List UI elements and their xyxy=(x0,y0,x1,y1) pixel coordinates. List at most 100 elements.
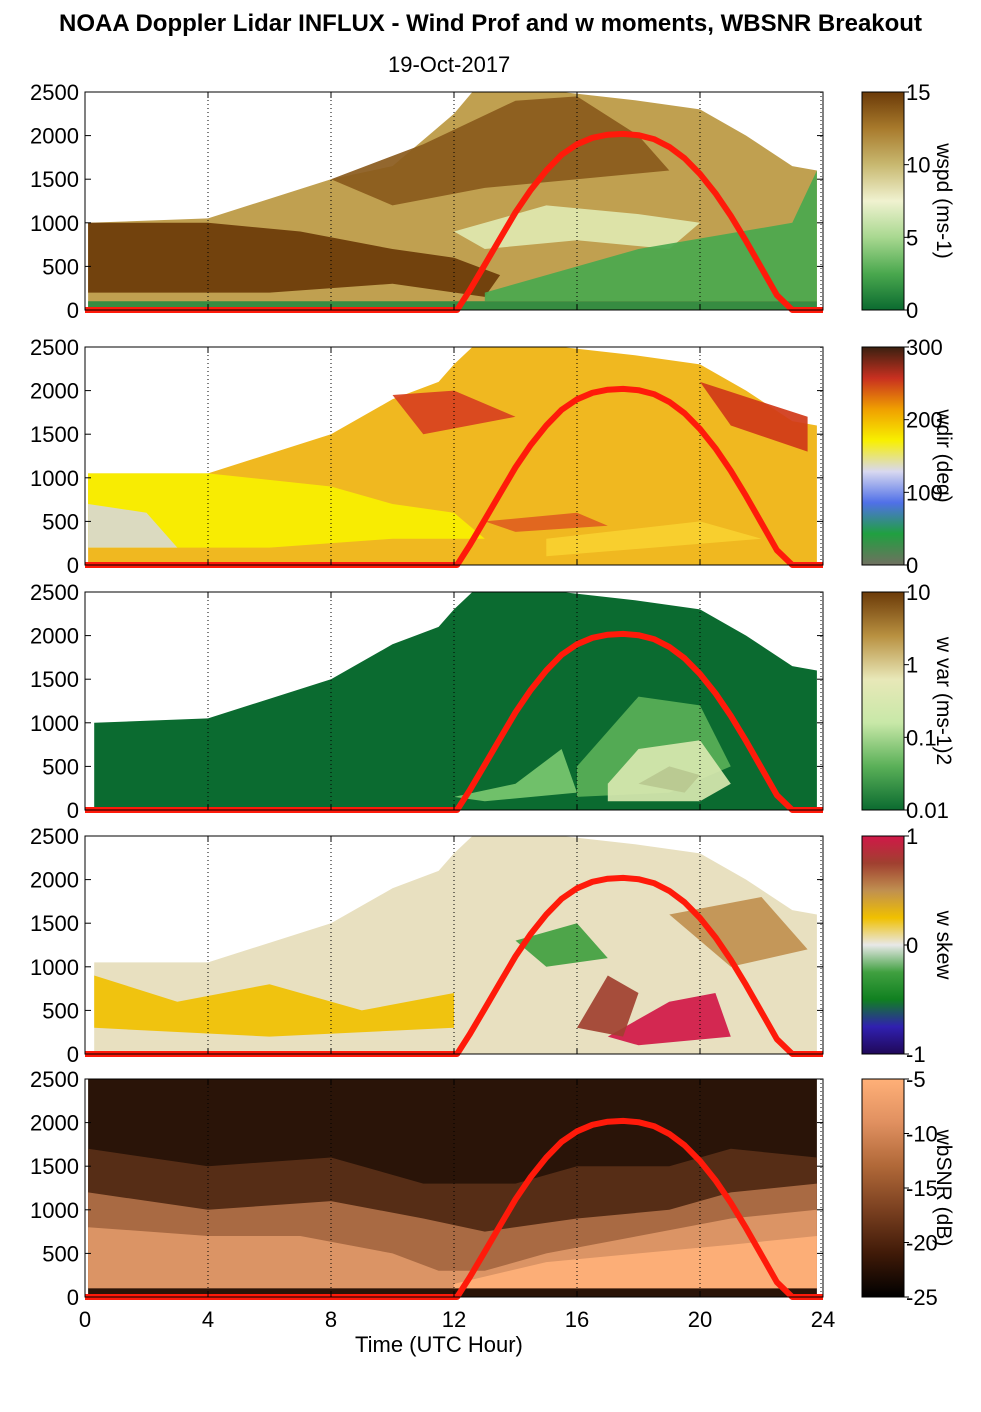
colorbar xyxy=(861,835,905,1055)
overlay-curve xyxy=(85,385,823,568)
heatmap-zone xyxy=(700,381,808,452)
y-tick-label: 2500 xyxy=(30,1067,79,1092)
y-tick-label: 2500 xyxy=(30,580,79,605)
x-tick-label: 20 xyxy=(688,1307,712,1332)
x-tick-label: 0 xyxy=(79,1307,91,1332)
y-tick-label: 0 xyxy=(67,798,79,823)
heatmap-region xyxy=(94,836,817,1054)
y-tick-label: 500 xyxy=(42,254,79,279)
x-tick-label: 12 xyxy=(442,1307,466,1332)
colorbar-tick-label: 10 xyxy=(906,153,930,178)
y-tick-label: 1000 xyxy=(30,1198,79,1223)
colorbar xyxy=(861,591,905,811)
chart-date: 19-Oct-2017 xyxy=(388,52,511,77)
overlay-curve xyxy=(85,874,823,1057)
y-tick-label: 0 xyxy=(67,298,79,323)
overlay-curve xyxy=(85,130,823,313)
colorbar xyxy=(861,91,905,311)
heatmap-zone xyxy=(94,975,454,1037)
y-tick-label: 1500 xyxy=(30,422,79,447)
colorbar-label: wspd (ms-1) xyxy=(932,142,955,259)
x-tick-label: 4 xyxy=(202,1307,214,1332)
colorbar-tick-label: 0.1 xyxy=(906,725,937,750)
y-tick-label: 1000 xyxy=(30,211,79,236)
colorbar-tick-label: -5 xyxy=(906,1067,926,1092)
heatmap-region xyxy=(94,592,817,810)
colorbar-tick-label: -10 xyxy=(906,1122,938,1147)
y-tick-label: 500 xyxy=(42,998,79,1023)
y-tick-label: 2000 xyxy=(30,624,79,649)
heatmap-region xyxy=(88,347,817,565)
y-tick-label: 1000 xyxy=(30,711,79,736)
heatmap-zone xyxy=(484,170,817,302)
heatmap-zone xyxy=(88,222,501,297)
heatmap-zone xyxy=(638,766,700,793)
colorbar-label: w skew xyxy=(932,910,955,981)
colorbar-tick-label: -20 xyxy=(906,1231,938,1256)
chart-title: NOAA Doppler Lidar INFLUX - Wind Prof an… xyxy=(59,10,922,37)
heatmap-region xyxy=(88,92,817,310)
y-tick-label: 0 xyxy=(67,1042,79,1067)
heatmap-zone xyxy=(454,1236,817,1289)
y-tick-label: 2500 xyxy=(30,824,79,849)
y-tick-label: 500 xyxy=(42,754,79,779)
colorbar-tick-label: -1 xyxy=(906,1042,926,1067)
colorbar xyxy=(861,346,905,566)
overlay-curve xyxy=(85,630,823,813)
colorbar-tick-label: 5 xyxy=(906,225,918,250)
y-tick-label: 2500 xyxy=(30,335,79,360)
heatmap-zone xyxy=(88,504,178,548)
y-tick-label: 2000 xyxy=(30,124,79,149)
colorbar-tick-label: 300 xyxy=(906,335,943,360)
x-tick-label: 16 xyxy=(565,1307,589,1332)
y-tick-label: 500 xyxy=(42,1241,79,1266)
colorbar-tick-label: 15 xyxy=(906,80,930,105)
colorbar-tick-label: 0 xyxy=(906,553,918,578)
y-tick-label: 0 xyxy=(67,553,79,578)
colorbar-tick-label: 0 xyxy=(906,933,918,958)
colorbar-label: w var (ms-1)2 xyxy=(932,636,955,765)
panel-w-skew: 0 500 1000 1500 2000 2500 1 0 -1 w skew xyxy=(30,824,955,1067)
y-tick-label: 2000 xyxy=(30,379,79,404)
heatmap-zone xyxy=(331,96,670,206)
y-tick-label: 1500 xyxy=(30,167,79,192)
y-tick-label: 2000 xyxy=(30,868,79,893)
x-axis-label: Time (UTC Hour) xyxy=(355,1332,523,1357)
overlay-curve xyxy=(85,1117,823,1300)
panel-wspd: 0 500 1000 1500 2000 2500 15 10 5 0 wspd (ms-1) xyxy=(30,80,955,323)
colorbar-tick-label: 200 xyxy=(906,408,943,433)
x-tick-label: 24 xyxy=(811,1307,835,1332)
y-tick-label: 1500 xyxy=(30,1154,79,1179)
heatmap-zone xyxy=(669,897,808,967)
colorbar xyxy=(861,1078,905,1298)
y-tick-label: 500 xyxy=(42,509,79,534)
y-tick-label: 2000 xyxy=(30,1111,79,1136)
colorbar-tick-label: 1 xyxy=(906,653,918,678)
colorbar-tick-label: 10 xyxy=(906,580,930,605)
y-tick-label: 2500 xyxy=(30,80,79,105)
colorbar-tick-label: 1 xyxy=(906,824,918,849)
colorbar-label: wdir (deg) xyxy=(932,408,955,502)
y-tick-label: 1000 xyxy=(30,955,79,980)
panel-w-var: 0 500 1000 1500 2000 2500 10 1 0.1 0.01 w var (ms-… xyxy=(30,580,955,823)
y-tick-label: 1500 xyxy=(30,667,79,692)
colorbar-label: wbSNR (dB) xyxy=(932,1129,955,1247)
y-tick-label: 0 xyxy=(67,1285,79,1310)
heatmap-zone xyxy=(88,473,485,548)
heatmap-zone xyxy=(392,390,516,435)
colorbar-tick-label: 0.01 xyxy=(906,798,949,823)
y-tick-label: 1000 xyxy=(30,466,79,491)
colorbar-tick-label: -15 xyxy=(906,1176,938,1201)
colorbar-tick-label: -25 xyxy=(906,1285,938,1310)
heatmap-zone xyxy=(546,521,762,557)
x-tick-label: 8 xyxy=(325,1307,337,1332)
heatmap-zone xyxy=(454,749,577,802)
colorbar-tick-label: 100 xyxy=(906,480,943,505)
heatmap-zone xyxy=(577,975,639,1037)
heatmap-zone xyxy=(515,923,608,967)
panel-wbSNR: 0 500 1000 1500 2000 2500 -5 -10 -15 -20 -25 wbSNR … xyxy=(30,1067,955,1310)
y-tick-label: 1500 xyxy=(30,911,79,936)
heatmap-region xyxy=(88,1079,817,1297)
